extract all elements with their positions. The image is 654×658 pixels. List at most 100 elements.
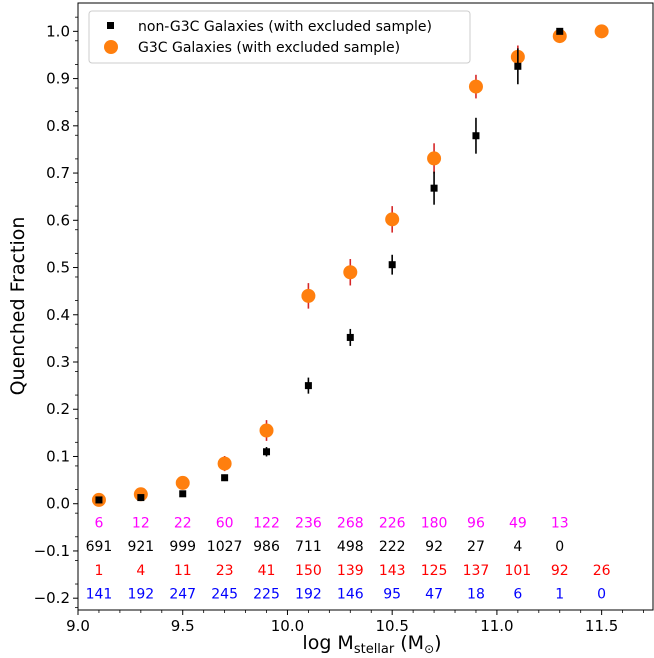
x-axis-label-main: log M (302, 632, 353, 654)
plot-area: 9.0 9.5 10.0 10.5 11.0 11.5−0.2−0.10.00.10.20… (34, 2, 654, 635)
count-label-row-4: 47 (425, 586, 443, 602)
g3c-point (468, 79, 483, 94)
count-label-row-1: 6 (94, 516, 103, 532)
non-g3c-point (472, 132, 480, 140)
g3c-point (217, 456, 232, 471)
count-label-row-1: 180 (421, 516, 448, 532)
x-tick-label: 10.0 (271, 617, 304, 635)
non-g3c-point (556, 27, 564, 35)
y-tick-label: 0.9 (46, 70, 70, 88)
axes-frame (77, 2, 654, 611)
g3c-point (175, 475, 190, 490)
count-label-row-3: 11 (174, 563, 192, 579)
count-label-row-1: 226 (379, 516, 406, 532)
count-label-row-3: 26 (593, 563, 611, 579)
g3c-point (301, 288, 316, 303)
count-label-row-2: 27 (467, 539, 485, 555)
non-g3c-point (430, 184, 438, 192)
y-tick-label: 0.1 (46, 447, 70, 465)
count-label-row-2: 921 (127, 539, 154, 555)
count-label-row-1: 13 (551, 516, 569, 532)
count-label-row-1: 96 (467, 516, 485, 532)
count-label-row-1: 268 (337, 516, 364, 532)
count-label-row-4: 1 (555, 586, 564, 602)
count-label-row-1: 22 (174, 516, 192, 532)
count-label-row-4: 225 (253, 586, 280, 602)
non-g3c-point (137, 494, 145, 502)
count-label-row-4: 146 (337, 586, 364, 602)
count-label-row-3: 150 (295, 563, 322, 579)
y-tick-label: 0.2 (46, 400, 70, 418)
count-label-row-4: 247 (169, 586, 196, 602)
g3c-point (594, 24, 609, 39)
count-label-row-1: 236 (295, 516, 322, 532)
count-label-row-1: 49 (509, 516, 527, 532)
g3c-point (343, 265, 358, 280)
count-label-row-1: 122 (253, 516, 280, 532)
count-label-row-4: 245 (211, 586, 238, 602)
x-tick-label: 11.0 (480, 617, 513, 635)
x-axis-label-sub: stellar (354, 642, 395, 657)
count-label-row-2: 92 (425, 539, 443, 555)
x-tick-label: 9.5 (171, 617, 195, 635)
count-label-row-2: 691 (86, 539, 113, 555)
non-g3c-point (95, 496, 103, 504)
count-label-row-3: 137 (463, 563, 490, 579)
count-label-row-2: 0 (555, 539, 564, 555)
count-label-row-1: 12 (132, 516, 150, 532)
y-tick-label: −0.2 (34, 589, 70, 607)
count-label-row-2: 4 (513, 539, 522, 555)
y-tick-label: 0.5 (46, 259, 70, 277)
count-label-row-3: 41 (258, 563, 276, 579)
count-label-row-2: 498 (337, 539, 364, 555)
non-g3c-point (304, 382, 312, 390)
non-g3c-point (388, 261, 396, 269)
count-label-row-3: 4 (136, 563, 145, 579)
non-g3c-point (263, 448, 271, 456)
x-tick-label: 9.0 (66, 617, 90, 635)
x-tick-label: 11.5 (585, 617, 618, 635)
x-axis-label-unit-sub: ⊙ (424, 642, 434, 656)
legend-frame (88, 10, 471, 64)
legend-circle-marker (104, 40, 118, 54)
non-g3c-point (514, 62, 522, 70)
x-axis-label: log Mstellar (M⊙) (302, 632, 441, 657)
x-axis-label-unit-open: (M (394, 632, 424, 654)
count-label-row-3: 101 (504, 563, 531, 579)
y-tick-label: 1.0 (46, 22, 70, 40)
legend-square-marker (107, 22, 114, 29)
count-label-row-2: 999 (169, 539, 196, 555)
count-label-row-4: 141 (86, 586, 113, 602)
count-label-row-3: 143 (379, 563, 406, 579)
g3c-point (427, 151, 442, 166)
y-tick-label: 0.8 (46, 117, 70, 135)
count-label-row-4: 0 (597, 586, 606, 602)
legend-label-non-g3c: non-G3C Galaxies (with excluded sample) (138, 19, 432, 35)
count-label-row-4: 192 (127, 586, 154, 602)
x-tick-label: 10.5 (375, 617, 408, 635)
non-g3c-point (221, 474, 229, 482)
y-tick-label: −0.1 (34, 542, 70, 560)
y-tick-label: 0.6 (46, 211, 70, 229)
count-label-row-3: 1 (94, 563, 103, 579)
count-label-row-3: 139 (337, 563, 364, 579)
count-label-row-4: 95 (383, 586, 401, 602)
count-label-row-2: 1027 (207, 539, 243, 555)
y-tick-label: 0.0 (46, 495, 70, 513)
count-label-row-4: 6 (513, 586, 522, 602)
g3c-point (259, 423, 274, 438)
count-label-row-2: 711 (295, 539, 322, 555)
g3c-point (385, 212, 400, 227)
count-label-row-4: 18 (467, 586, 485, 602)
count-label-row-3: 92 (551, 563, 569, 579)
count-label-row-4: 192 (295, 586, 322, 602)
x-axis-label-unit-close: ) (434, 632, 441, 654)
count-label-row-3: 125 (421, 563, 448, 579)
y-tick-label: 0.7 (46, 164, 70, 182)
non-g3c-point (179, 490, 187, 498)
non-g3c-point (346, 333, 354, 341)
count-label-row-2: 222 (379, 539, 406, 555)
legend-label-g3c: G3C Galaxies (with excluded sample) (138, 40, 400, 56)
y-tick-label: 0.4 (46, 306, 70, 324)
